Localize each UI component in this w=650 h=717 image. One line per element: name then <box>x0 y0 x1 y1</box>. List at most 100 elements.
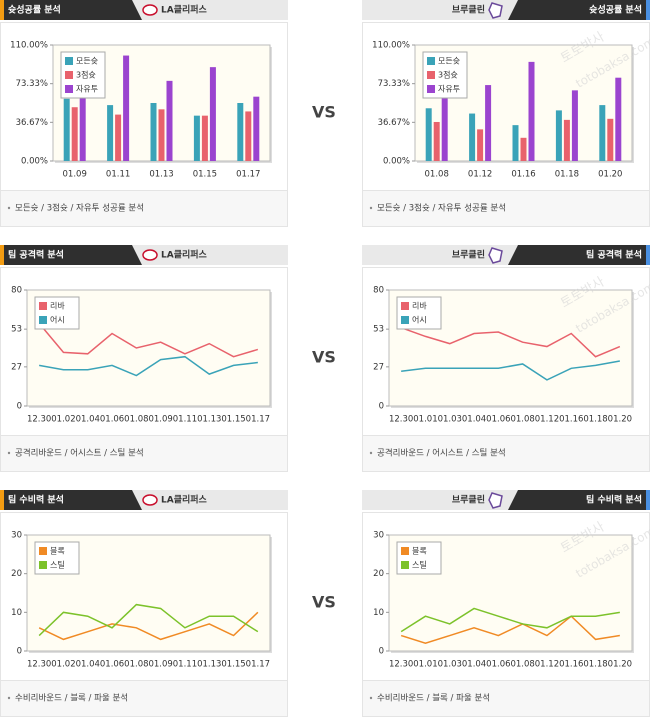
x-tick-label: 12.30 <box>389 660 413 670</box>
x-tick-label: 01.18 <box>555 170 579 180</box>
bar <box>528 61 535 161</box>
x-tick-label: 01.06 <box>486 415 510 425</box>
y-tick-label: 0.00% <box>383 157 410 167</box>
legend-swatch <box>427 85 435 93</box>
team-logo <box>488 247 503 264</box>
legend-label: 3점슛 <box>76 70 96 80</box>
x-tick-label: 01.03 <box>438 415 462 425</box>
y-tick-label: 80 <box>373 286 384 296</box>
y-tick-label: 30 <box>373 531 384 541</box>
x-tick-label: 01.01 <box>413 660 437 670</box>
x-tick-label: 01.13 <box>197 660 221 670</box>
x-tick-label: 01.15 <box>193 170 217 180</box>
header-tab <box>508 0 650 20</box>
legend-swatch <box>427 57 435 65</box>
x-tick-label: 01.08 <box>510 415 534 425</box>
y-tick-label: 53 <box>373 325 384 335</box>
x-tick-label: 01.20 <box>608 415 632 425</box>
x-tick-label: 01.20 <box>608 660 632 670</box>
x-tick-label: 01.12 <box>535 415 559 425</box>
header-tab <box>0 245 142 265</box>
legend-label: 스틸 <box>50 560 65 570</box>
team-name: LA클리퍼스 <box>161 4 208 16</box>
x-tick-label: 01.15 <box>221 415 245 425</box>
bullet <box>369 696 373 700</box>
legend-label: 블록 <box>412 546 427 556</box>
footer-box <box>0 680 288 717</box>
y-tick-label: 30 <box>11 531 22 541</box>
x-tick-label: 01.03 <box>438 660 462 670</box>
y-tick-label: 36.67% <box>378 118 410 128</box>
team-name: 브루클린 <box>452 495 485 506</box>
bullet <box>369 206 373 210</box>
x-tick-label: 01.17 <box>246 660 270 670</box>
team-name: 브루클린 <box>452 250 485 261</box>
bar <box>107 105 114 161</box>
header-accent <box>646 0 650 20</box>
legend-label: 어시 <box>412 315 427 325</box>
header-accent <box>0 245 4 265</box>
x-tick-label: 01.06 <box>100 415 124 425</box>
section-title: 팀 공격력 분석 <box>586 249 642 261</box>
bar <box>425 108 432 161</box>
bar <box>599 105 606 161</box>
caption: 모든슛 / 3점슛 / 자유투 성공률 분석 <box>15 203 144 214</box>
legend-label: 블록 <box>50 546 65 556</box>
section-title: 슛성공률 분석 <box>8 4 61 16</box>
x-tick-label: 01.08 <box>124 660 148 670</box>
x-tick-label: 01.20 <box>598 170 622 180</box>
y-tick-label: 110.00% <box>372 41 410 51</box>
legend-label: 모든슛 <box>438 57 460 66</box>
x-tick-label: 01.18 <box>583 660 607 670</box>
x-tick-label: 01.13 <box>149 170 173 180</box>
x-tick-label: 01.09 <box>148 660 172 670</box>
bar <box>469 113 476 161</box>
team-logo <box>142 4 158 16</box>
x-tick-label: 01.12 <box>468 170 492 180</box>
footer-box <box>362 435 650 472</box>
bar <box>563 119 570 161</box>
x-tick-label: 01.06 <box>100 660 124 670</box>
bar <box>150 103 157 161</box>
legend-swatch <box>401 547 409 555</box>
bar <box>71 107 78 161</box>
x-tick-label: 01.08 <box>510 660 534 670</box>
caption: 수비리바운드 / 블록 / 파울 분석 <box>377 693 490 704</box>
legend-label: 자유투 <box>76 85 98 94</box>
legend-swatch <box>401 561 409 569</box>
x-tick-label: 01.17 <box>246 415 270 425</box>
bar <box>166 80 173 161</box>
y-tick-label: 0 <box>17 647 22 657</box>
y-tick-label: 0.00% <box>21 157 48 167</box>
header-accent <box>0 490 4 510</box>
x-tick-label: 01.18 <box>583 415 607 425</box>
x-tick-label: 01.04 <box>462 660 486 670</box>
legend-swatch <box>65 71 73 79</box>
bar <box>520 137 527 161</box>
section-title: 팀 공격력 분석 <box>8 249 64 261</box>
x-tick-label: 01.15 <box>221 660 245 670</box>
line <box>39 355 258 377</box>
header-tab <box>0 490 142 510</box>
y-tick-label: 27 <box>373 362 384 372</box>
y-tick-label: 0 <box>379 402 384 412</box>
x-tick-label: 12.30 <box>27 660 51 670</box>
bar <box>441 97 448 161</box>
line <box>400 607 620 633</box>
y-tick-label: 20 <box>11 569 22 579</box>
team-logo <box>488 2 503 19</box>
vs-label: VS <box>312 348 336 367</box>
footer-box <box>0 435 288 472</box>
bar <box>209 67 216 161</box>
x-tick-label: 01.09 <box>148 415 172 425</box>
caption: 공격리바운드 / 어시스트 / 스틸 분석 <box>15 448 144 459</box>
bar <box>193 115 200 161</box>
vs-label: VS <box>312 103 336 122</box>
x-tick-label: 01.16 <box>559 415 583 425</box>
section-title: 팀 수비력 분석 <box>8 494 64 506</box>
footer-box <box>0 190 288 227</box>
